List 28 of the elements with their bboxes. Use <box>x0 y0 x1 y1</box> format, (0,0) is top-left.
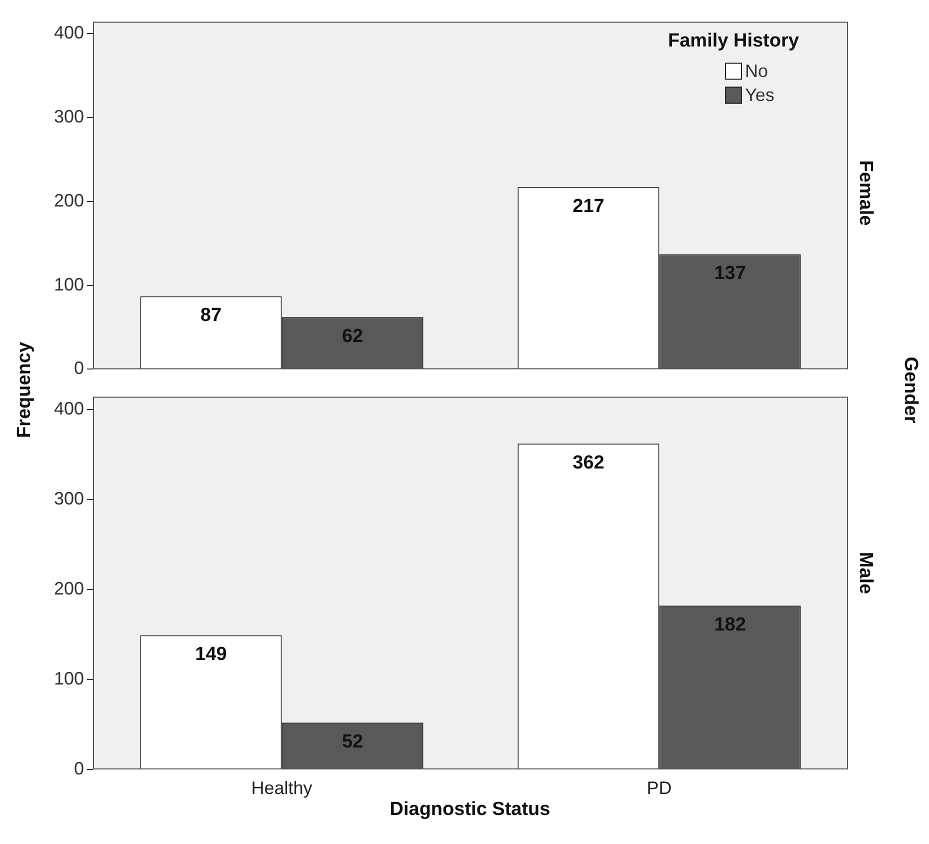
data-label: 217 <box>572 196 604 217</box>
legend-label: No <box>745 60 768 81</box>
y-tick-label: 100 <box>54 274 84 294</box>
data-label: 62 <box>342 326 364 347</box>
y-tick-label: 0 <box>74 758 84 778</box>
data-label: 52 <box>342 731 364 752</box>
text: Female <box>854 160 876 226</box>
data-label: 87 <box>200 304 222 326</box>
text: Male <box>854 552 876 594</box>
y-tick-label: 400 <box>54 22 84 43</box>
x-axis-title: Diagnostic Status <box>390 799 550 821</box>
y-tick-label: 300 <box>54 106 84 126</box>
data-label: 182 <box>714 614 746 636</box>
text: Gender <box>899 356 921 424</box>
y-tick-label: 200 <box>54 578 84 598</box>
x-tick-label: Healthy <box>251 778 312 798</box>
x-tick-label: PD <box>646 778 672 798</box>
data-label: 149 <box>195 644 227 666</box>
data-label: 137 <box>714 262 746 284</box>
y-tick-label: 400 <box>54 398 84 418</box>
y-tick-label: 300 <box>54 488 84 508</box>
y-tick-label: 0 <box>74 358 84 378</box>
data-label: 362 <box>572 452 604 474</box>
y-tick-label: 200 <box>54 190 84 210</box>
legend-title: Family History <box>668 30 800 52</box>
y-tick-label: 100 <box>54 668 84 688</box>
y-axis-title: Frequency <box>14 342 36 438</box>
legend-label: Yes <box>745 84 774 105</box>
